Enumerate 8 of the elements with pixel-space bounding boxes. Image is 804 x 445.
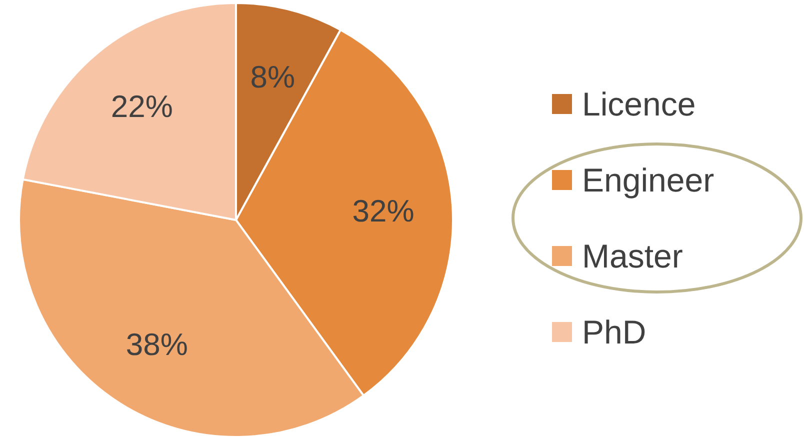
- data-label: 38%: [126, 327, 188, 362]
- data-label: 32%: [352, 193, 414, 228]
- data-label: 22%: [110, 88, 173, 124]
- legend-label: Engineer: [582, 162, 714, 198]
- legend-label: Licence: [582, 86, 696, 122]
- data-label: 8%: [250, 60, 296, 95]
- legend-label: Master: [582, 238, 683, 274]
- legend-label: PhD: [582, 314, 646, 350]
